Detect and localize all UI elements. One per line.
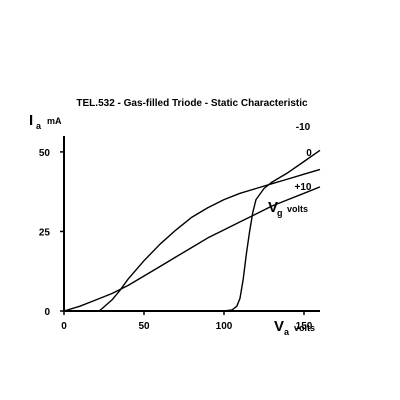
legend-label-vg: V g volts [268,199,308,218]
legend-subscript: g [277,208,283,218]
chart-title: TEL.532 - Gas-filled Triode - Static Cha… [76,98,308,109]
x-tick-label: 0 [61,321,67,332]
legend-symbol: V [268,199,278,216]
y-tick-label: 0 [44,307,50,318]
curve-label: 0 [306,148,312,159]
plot-area: 0 50 100 150 0 25 50 -10 0 +10 [39,122,321,332]
series-line-0 [223,149,321,312]
curve-label: -10 [296,122,311,133]
y-axis-label: I a mA [29,112,62,131]
x-axis-unit: volts [294,323,315,333]
series-line-2 [63,186,321,312]
x-axis-subscript: a [284,327,290,337]
x-tick-label: 100 [216,321,233,332]
y-axis-unit: mA [47,116,62,126]
x-tick-label: 50 [138,321,150,332]
y-tick-label: 50 [39,148,51,159]
series-line-1 [98,168,321,312]
y-tick-label: 25 [39,227,51,238]
x-axis-label: V a volts [274,318,315,337]
x-tick-label: 150 [296,321,313,332]
y-axis-symbol: I [29,112,33,129]
curve-label: +10 [295,182,312,193]
x-axis-symbol: V [274,318,284,335]
legend-unit: volts [287,204,308,214]
y-axis-subscript: a [36,121,42,131]
